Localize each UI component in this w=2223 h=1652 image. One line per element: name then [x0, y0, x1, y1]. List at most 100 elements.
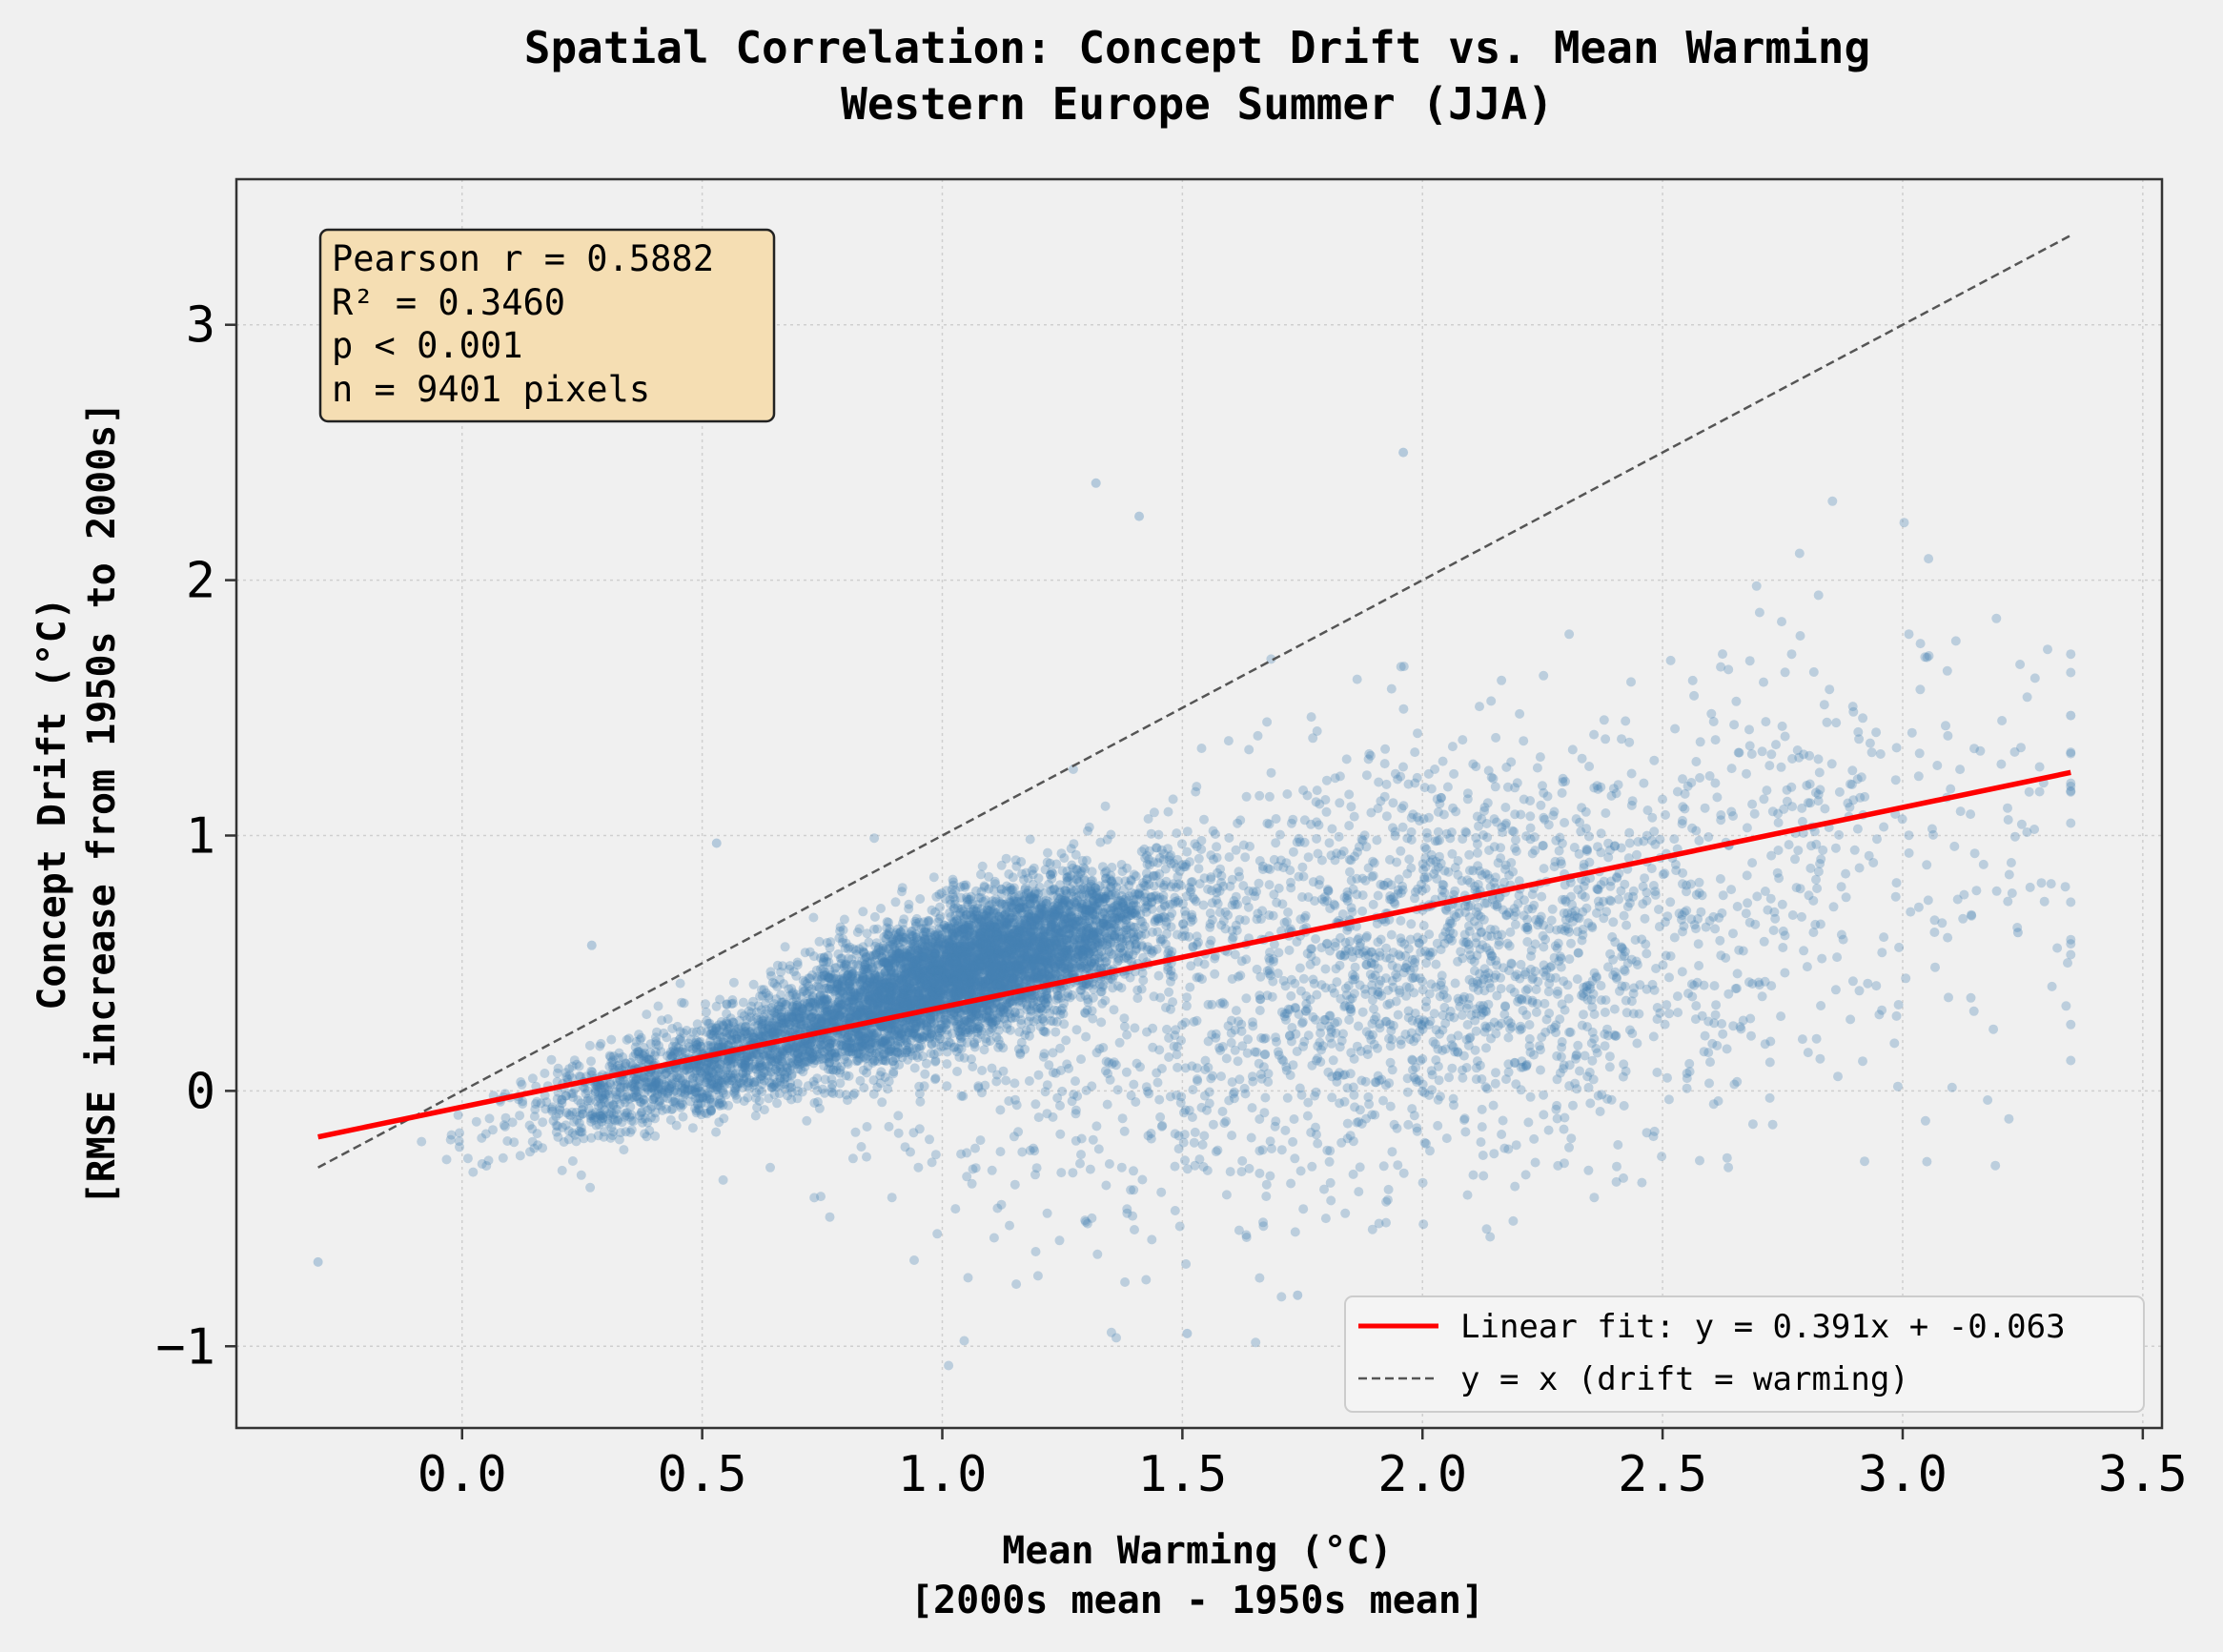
scatter-point	[1046, 922, 1056, 932]
scatter-point	[1008, 955, 1018, 966]
scatter-point	[876, 992, 887, 1003]
scatter-point	[972, 961, 983, 971]
scatter-point	[972, 954, 983, 965]
scatter-point	[817, 1015, 826, 1025]
scatter-point	[1126, 876, 1136, 887]
scatter-point	[905, 1015, 915, 1026]
scatter-point	[929, 979, 940, 989]
scatter-point	[964, 979, 974, 989]
scatter-point	[1087, 887, 1097, 898]
scatter-point	[957, 944, 968, 954]
scatter-point	[952, 938, 963, 948]
scatter-point	[728, 977, 739, 988]
scatter-point	[1132, 944, 1142, 954]
scatter-point	[952, 928, 962, 938]
scatter-point	[809, 1098, 820, 1108]
scatter-point	[882, 917, 892, 927]
scatter-point	[983, 970, 993, 981]
scatter-point	[1025, 834, 1035, 845]
scatter-point	[1030, 990, 1040, 1001]
scatter-point	[919, 923, 929, 933]
scatter-point	[973, 980, 984, 990]
scatter-point	[806, 1054, 817, 1065]
scatter-point	[964, 944, 974, 954]
scatter-point	[1028, 933, 1038, 944]
scatter-point	[948, 940, 958, 950]
scatter-point	[1070, 934, 1080, 945]
scatter-point	[1028, 938, 1038, 948]
scatter-point	[1006, 885, 1016, 895]
scatter-point	[1010, 896, 1019, 907]
scatter-point	[927, 1029, 937, 1038]
scatter-point	[1016, 1019, 1027, 1029]
scatter-point	[1081, 927, 1091, 937]
scatter-point	[884, 1024, 894, 1034]
scatter-point	[1056, 848, 1067, 859]
scatter-point	[1042, 959, 1052, 969]
scatter-point	[923, 983, 933, 992]
scatter-point	[852, 1005, 863, 1015]
scatter-point	[939, 971, 949, 982]
scatter-point	[981, 910, 991, 921]
scatter-point	[889, 1030, 900, 1040]
scatter-point	[902, 1038, 912, 1048]
scatter-point	[1128, 949, 1138, 960]
scatter-point	[894, 978, 905, 989]
scatter-point	[893, 954, 904, 965]
scatter-point	[1076, 948, 1086, 958]
scatter-point	[1064, 912, 1074, 923]
scatter-point	[798, 1044, 808, 1054]
scatter-point	[1027, 940, 1037, 950]
scatter-point	[855, 1005, 866, 1015]
scatter-point	[701, 1007, 711, 1017]
scatter-point	[865, 996, 875, 1006]
scatter-point	[1035, 992, 1046, 1003]
scatter-point	[973, 917, 984, 928]
scatter-point	[960, 882, 970, 892]
scatter-point	[1136, 942, 1147, 951]
scatter-point	[723, 1040, 733, 1050]
scatter-point	[903, 980, 913, 990]
scatter-point	[861, 1052, 871, 1063]
scatter-point	[1077, 945, 1088, 955]
scatter-point	[905, 1025, 915, 1035]
scatter-point	[1033, 972, 1044, 983]
scatter-point	[921, 993, 931, 1004]
scatter-point	[940, 952, 949, 963]
scatter-point	[926, 996, 936, 1007]
scatter-point	[1016, 939, 1027, 948]
scatter-point	[961, 892, 971, 903]
scatter-point	[1056, 951, 1067, 962]
scatter-point	[802, 1115, 812, 1126]
scatter-point	[855, 1075, 866, 1086]
scatter-point	[928, 872, 939, 883]
scatter-point	[1005, 928, 1015, 939]
scatter-point	[879, 1036, 889, 1047]
scatter-point	[966, 948, 976, 958]
scatter-point	[1064, 920, 1074, 930]
scatter-point	[1039, 945, 1050, 955]
scatter-point	[585, 1182, 596, 1193]
scatter-point	[1177, 839, 1187, 849]
scatter-point	[1005, 1025, 1015, 1035]
scatter-point	[1069, 839, 1079, 849]
scatter-point	[1172, 929, 1182, 940]
scatter-point	[876, 1036, 887, 1047]
scatter-point	[991, 948, 1002, 959]
scatter-point	[904, 946, 914, 956]
scatter-point	[1010, 948, 1021, 959]
scatter-point	[960, 989, 969, 999]
scatter-point	[985, 969, 995, 979]
scatter-point	[711, 1127, 722, 1137]
scatter-point	[935, 964, 946, 974]
scatter-point	[1102, 956, 1112, 967]
scatter-point	[844, 985, 853, 995]
scatter-point	[1049, 941, 1059, 951]
scatter-point	[835, 1078, 846, 1089]
scatter-point	[958, 976, 969, 987]
scatter-point	[1048, 969, 1058, 980]
scatter-point	[942, 1081, 952, 1091]
scatter-point	[908, 986, 918, 996]
scatter-point	[1031, 976, 1042, 987]
scatter-point	[895, 958, 906, 969]
